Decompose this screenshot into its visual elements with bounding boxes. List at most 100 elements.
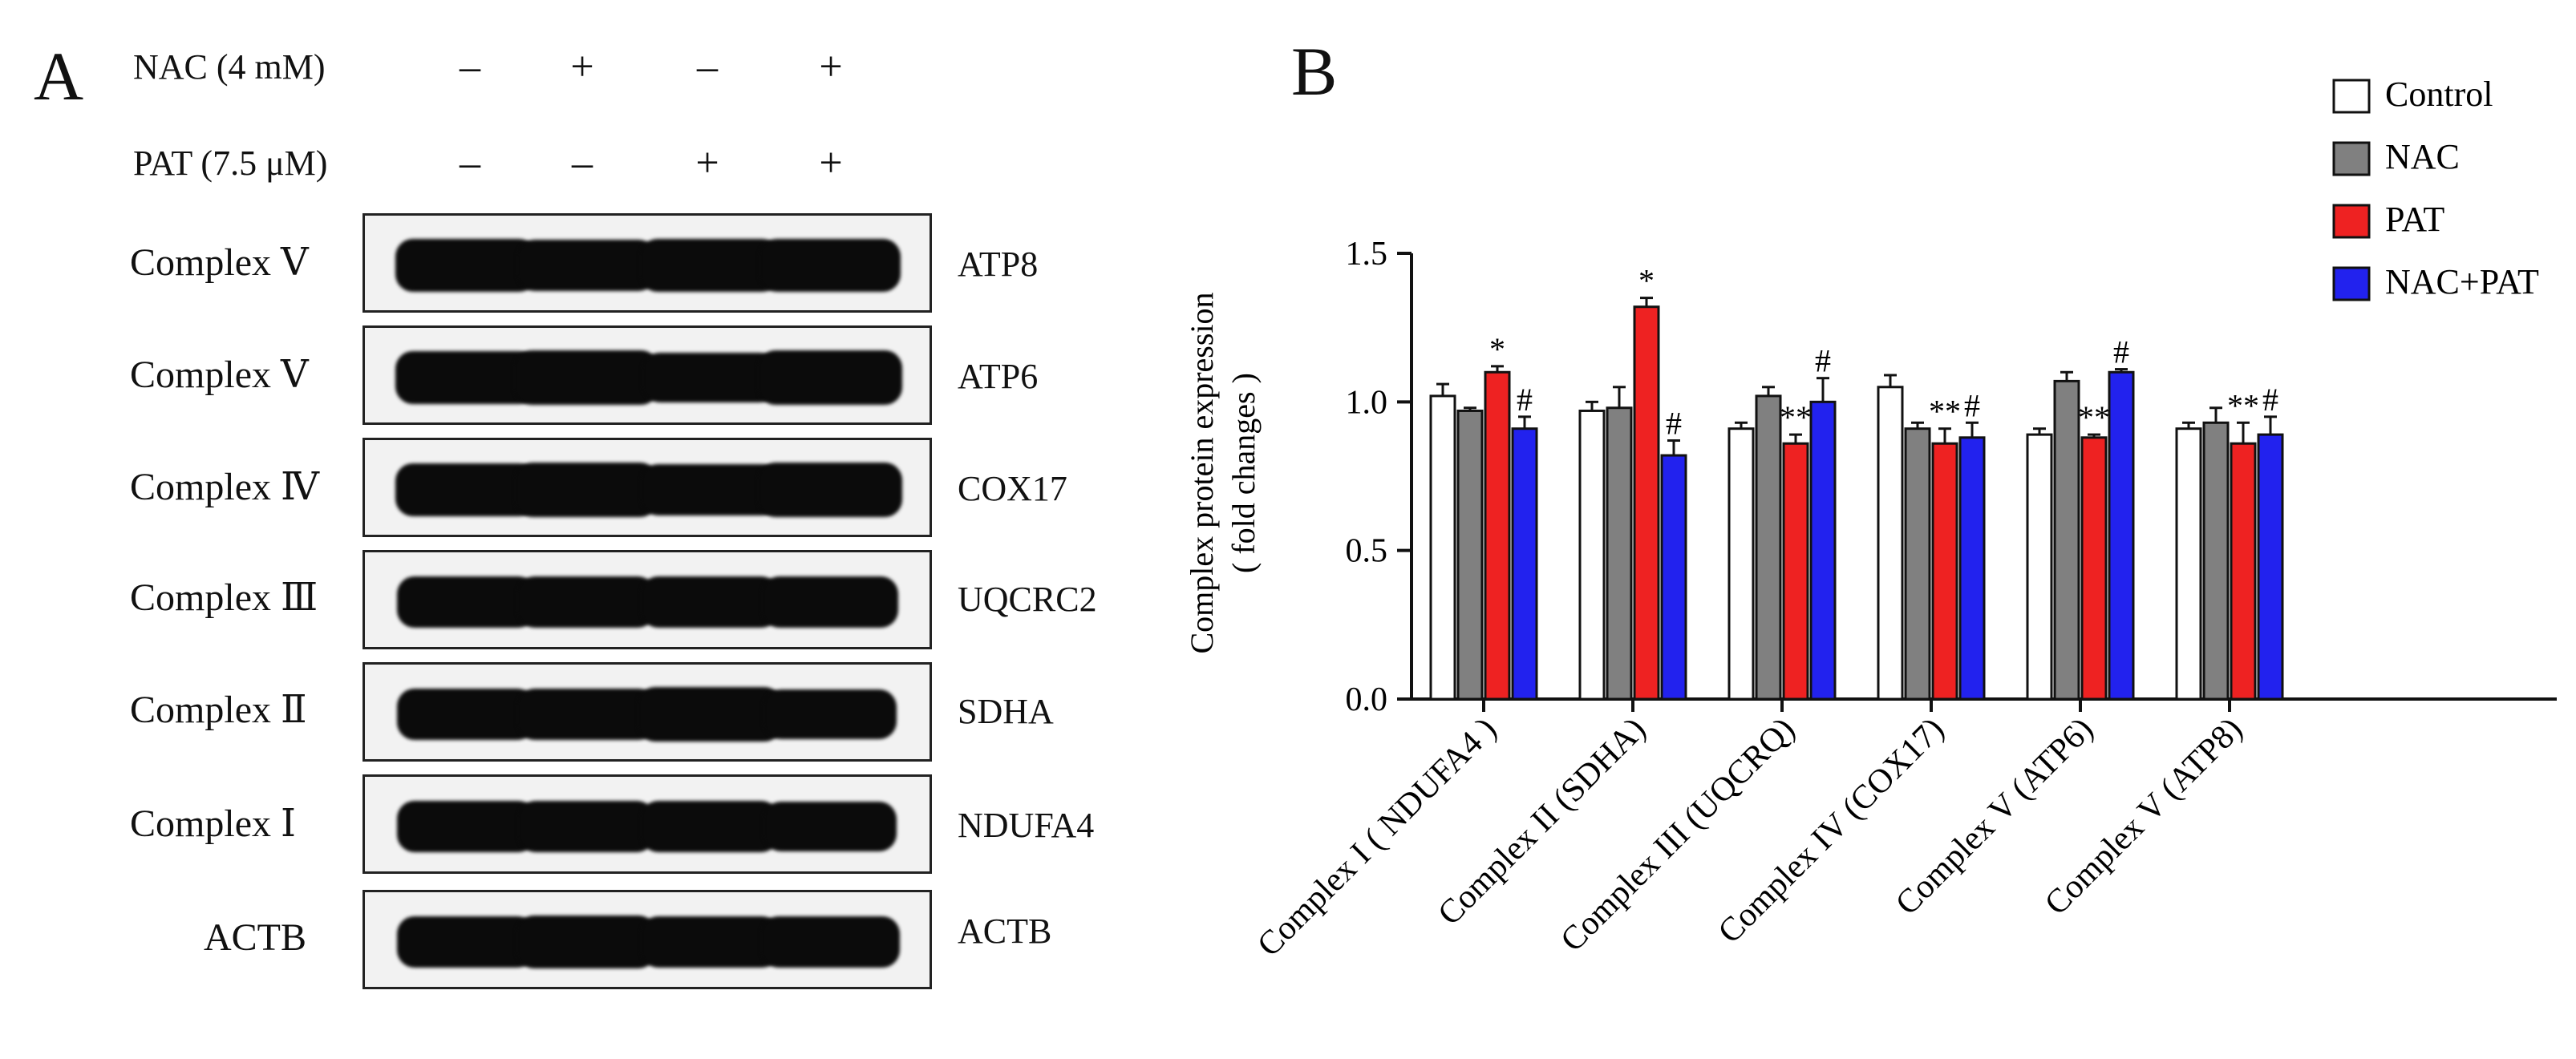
- blot-band: [395, 350, 537, 405]
- bar: [1931, 442, 1958, 701]
- blot-band: [642, 353, 777, 402]
- significance-mark: **: [2078, 399, 2110, 435]
- protein-label-cox17: COX17: [958, 469, 1067, 508]
- bar: [1484, 370, 1511, 701]
- bar: [2108, 370, 2135, 701]
- blot-band: [396, 800, 536, 853]
- western-blot-cox17: [363, 438, 932, 537]
- panel-a-letter: A: [34, 38, 84, 115]
- western-blot-atp8: [363, 213, 932, 313]
- y-tick-label: 1.0: [1346, 384, 1388, 421]
- protein-label-sdha: SDHA: [958, 692, 1054, 731]
- bar: [1456, 409, 1484, 701]
- pat-sign-lane-1: –: [460, 140, 480, 186]
- complex-label-actb: ACTB: [204, 916, 307, 959]
- bar: [1727, 427, 1755, 701]
- y-tick-label: 1.5: [1346, 236, 1388, 273]
- western-blot-actb: [363, 890, 932, 989]
- nac-sign-lane-1: –: [460, 44, 480, 90]
- nac-sign-lane-2: +: [570, 44, 594, 90]
- legend-label: Control: [2385, 75, 2493, 114]
- protein-label-actb: ACTB: [958, 911, 1052, 951]
- plot-area: 0.00.51.01.5*#Complex I ( NDUFA4 )*#Comp…: [1250, 236, 2557, 964]
- legend-swatch: [2332, 204, 2371, 239]
- bar: [1660, 454, 1687, 701]
- legend-swatch: [2332, 79, 2371, 114]
- western-blot-sdha: [363, 662, 932, 762]
- y-axis-label: Complex protein expression: [1187, 292, 1220, 653]
- significance-mark: #: [1517, 382, 1533, 418]
- blot-band: [397, 916, 535, 968]
- bar: [2175, 427, 2202, 701]
- blot-band: [641, 576, 779, 628]
- complex-label-atp8: Complex Ⅴ: [130, 241, 309, 284]
- significance-mark: #: [2262, 382, 2278, 418]
- bar: [2053, 379, 2080, 701]
- complex-label-sdha: Complex Ⅱ: [130, 689, 307, 731]
- bar: [1755, 394, 1782, 701]
- pat-sign-lane-4: +: [819, 140, 843, 186]
- x-tick-label: Complex I ( NDUFA4 ): [1250, 711, 1504, 964]
- blot-band: [759, 238, 901, 293]
- significance-mark: #: [1964, 387, 1980, 423]
- significance-mark: **: [1780, 399, 1812, 435]
- blot-band: [763, 689, 897, 739]
- pat-sign-lane-2: –: [572, 140, 593, 186]
- western-blot-atp6: [363, 325, 932, 425]
- significance-mark: #: [2113, 334, 2129, 370]
- blot-band: [758, 350, 902, 405]
- blot-band: [760, 916, 900, 968]
- legend-label: NAC+PAT: [2385, 262, 2539, 301]
- bar: [1809, 400, 1837, 701]
- bar-chart: Control NAC PAT NAC+PAT 0.0 0.5 1.0 1.5 * # Compl…: [1187, 75, 2557, 964]
- bar: [1877, 386, 1904, 701]
- blot-band: [395, 463, 537, 517]
- significance-mark: *: [1489, 331, 1505, 367]
- bar: [1633, 305, 1660, 701]
- pat-sign-lane-3: +: [695, 140, 719, 186]
- significance-mark: #: [1815, 343, 1831, 379]
- significance-mark: *: [1638, 263, 1655, 299]
- y-tick-label: 0.5: [1346, 533, 1388, 570]
- bar: [1606, 406, 1633, 701]
- y-axis-label-units: ( fold changes ): [1225, 373, 1262, 573]
- legend-swatch: [2332, 141, 2371, 176]
- panel-b-letter: B: [1291, 33, 1338, 110]
- blot-band: [517, 576, 655, 628]
- blot-band: [641, 801, 779, 852]
- significance-mark: #: [1666, 406, 1682, 442]
- blot-band: [640, 916, 780, 968]
- bar: [1904, 427, 1931, 701]
- nac-sign-lane-3: –: [697, 44, 718, 90]
- bar: [1958, 436, 1986, 701]
- blot-band: [516, 916, 657, 968]
- western-blot-ndufa4: [363, 774, 932, 874]
- blot-band: [761, 576, 899, 628]
- legend-swatch: [2332, 266, 2371, 301]
- nac-sign-lane-4: +: [819, 44, 843, 90]
- bar: [2080, 436, 2108, 701]
- blot-band: [514, 463, 658, 517]
- blot-band: [514, 350, 658, 405]
- bar: [1429, 394, 1456, 701]
- protein-label-atp8: ATP8: [958, 245, 1039, 284]
- bar: [2026, 433, 2053, 701]
- blot-band: [397, 689, 535, 740]
- bar: [2257, 433, 2284, 701]
- blot-band: [516, 688, 656, 741]
- bar: [1511, 427, 1538, 701]
- protein-label-atp6: ATP6: [958, 357, 1039, 396]
- treatment-label-pat: PAT (7.5 μM): [133, 143, 328, 183]
- bar: [2230, 442, 2257, 701]
- y-tick-label: 0.0: [1346, 681, 1388, 718]
- protein-label-ndufa4: NDUFA4: [958, 806, 1095, 845]
- blot-band: [396, 576, 536, 629]
- blot-band: [395, 238, 537, 293]
- legend-label: NAC: [2385, 137, 2460, 176]
- bar: [2202, 421, 2230, 701]
- complex-label-uqcrc2: Complex Ⅲ: [130, 576, 318, 619]
- blot-band: [758, 463, 902, 517]
- legend-label: PAT: [2385, 200, 2444, 239]
- significance-mark: **: [1929, 394, 1961, 430]
- legend: Control NAC PAT NAC+PAT: [2332, 75, 2539, 301]
